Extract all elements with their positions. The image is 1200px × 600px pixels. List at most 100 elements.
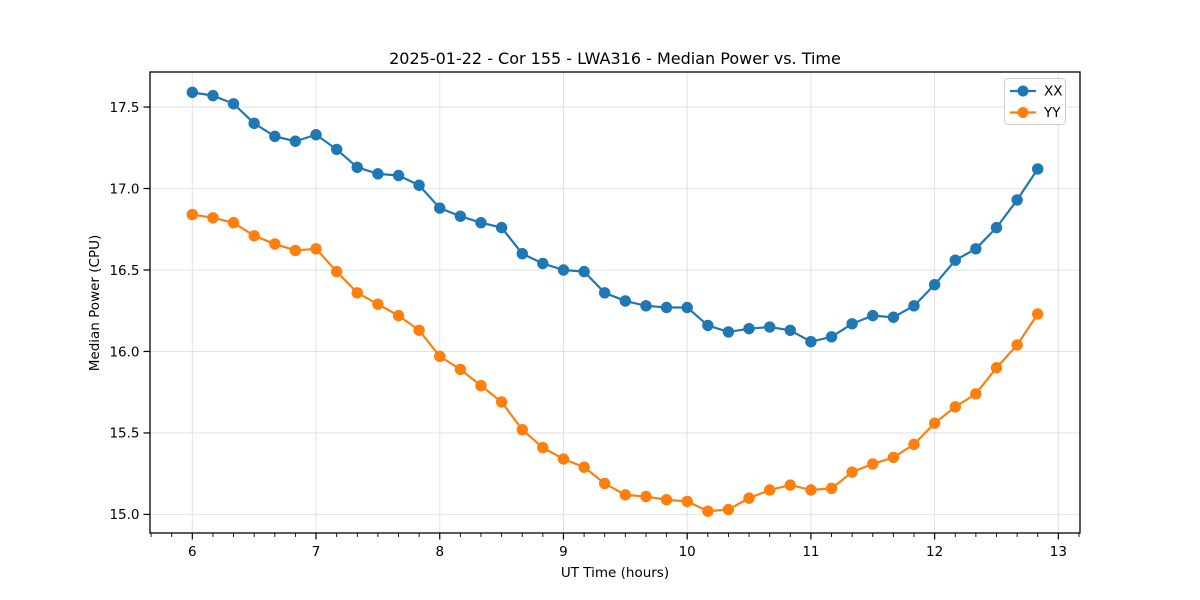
data-point-marker xyxy=(578,461,590,473)
data-point-marker xyxy=(392,169,405,182)
data-point-marker xyxy=(475,217,487,229)
data-point-marker xyxy=(330,143,343,156)
chart-title: 2025-01-22 - Cor 155 - LWA316 - Median P… xyxy=(389,49,841,68)
x-tick-label: 11 xyxy=(802,544,819,560)
data-point-marker xyxy=(537,441,549,454)
data-point-marker xyxy=(681,495,693,508)
data-point-marker xyxy=(434,202,446,214)
data-point-marker xyxy=(248,117,260,130)
x-axis-label: UT Time (hours) xyxy=(561,565,669,581)
data-point-marker xyxy=(516,423,528,436)
data-point-marker xyxy=(227,98,240,110)
data-point-marker xyxy=(887,451,900,464)
data-point-marker xyxy=(330,265,343,278)
legend-item-xx: XX xyxy=(1010,84,1063,100)
data-point-marker xyxy=(269,238,281,250)
legend: XX YY xyxy=(1004,78,1066,125)
axis-ticks xyxy=(143,106,1080,540)
data-point-marker xyxy=(351,161,363,174)
x-tick-label: 9 xyxy=(559,544,568,560)
x-tick-label: 7 xyxy=(312,544,321,560)
legend-marker-yy xyxy=(1017,107,1029,118)
data-point-marker xyxy=(805,484,817,496)
data-point-marker xyxy=(619,489,632,501)
data-point-marker xyxy=(598,477,611,490)
data-point-marker xyxy=(846,318,858,330)
plot-area-border xyxy=(149,71,1081,534)
data-point-marker xyxy=(681,301,693,314)
data-point-marker xyxy=(557,264,570,276)
data-series xyxy=(186,86,1044,517)
data-point-marker xyxy=(269,130,281,143)
data-point-marker xyxy=(805,335,817,348)
data-point-marker xyxy=(413,179,425,191)
data-point-marker xyxy=(495,221,508,234)
data-point-marker xyxy=(207,89,219,102)
data-point-marker xyxy=(743,492,755,504)
data-point-marker xyxy=(227,217,240,229)
data-point-marker xyxy=(990,362,1003,374)
data-point-marker xyxy=(949,254,961,266)
y-tick-label: 15.0 xyxy=(109,507,139,523)
data-point-marker xyxy=(640,300,652,312)
data-point-marker xyxy=(1031,163,1044,175)
data-point-marker xyxy=(702,319,714,332)
data-point-marker xyxy=(310,243,322,255)
data-point-marker xyxy=(537,257,549,270)
data-point-marker xyxy=(784,324,796,336)
data-point-marker xyxy=(207,212,219,224)
legend-marker-xx xyxy=(1017,85,1029,97)
data-point-marker xyxy=(598,287,611,299)
data-point-marker xyxy=(660,301,673,314)
y-axis-label: Median Power (CPU) xyxy=(87,235,103,371)
x-tick-label: 6 xyxy=(188,544,197,560)
data-point-marker xyxy=(516,247,528,260)
data-point-marker xyxy=(351,287,363,299)
data-point-marker xyxy=(949,401,961,413)
data-point-marker xyxy=(702,505,714,517)
data-point-marker xyxy=(392,309,405,322)
axis-tick-labels: 6 7 8 9 10 11 12 13 15.0 15.5 16.0 16.5 17.0 17.5 xyxy=(109,100,1067,560)
data-point-marker xyxy=(578,265,590,278)
y-tick-label: 15.5 xyxy=(109,426,139,442)
series-yy xyxy=(186,208,1044,517)
x-tick-label: 12 xyxy=(926,544,943,560)
data-point-marker xyxy=(660,494,673,506)
data-point-marker xyxy=(186,208,199,221)
data-point-marker xyxy=(372,168,384,180)
data-point-marker xyxy=(640,490,652,503)
data-point-marker xyxy=(722,326,735,338)
y-tick-label: 17.5 xyxy=(109,100,139,116)
data-point-marker xyxy=(825,482,838,495)
x-tick-label: 10 xyxy=(679,544,696,560)
data-point-marker xyxy=(1011,194,1023,206)
data-point-marker xyxy=(454,210,467,222)
data-point-marker xyxy=(310,129,322,141)
data-point-marker xyxy=(743,322,755,335)
data-point-marker xyxy=(413,324,425,336)
data-point-marker xyxy=(557,453,570,465)
data-point-marker xyxy=(970,243,982,255)
legend-label-yy: YY xyxy=(1043,105,1061,121)
y-tick-label: 16.5 xyxy=(109,263,139,279)
data-point-marker xyxy=(289,135,302,147)
data-point-marker xyxy=(928,417,941,429)
data-point-marker xyxy=(434,350,446,363)
data-point-marker xyxy=(764,321,776,333)
data-point-marker xyxy=(990,221,1003,234)
data-point-marker xyxy=(722,503,735,516)
data-point-marker xyxy=(928,278,941,291)
data-point-marker xyxy=(454,363,467,376)
series-xx xyxy=(186,86,1044,348)
data-point-marker xyxy=(248,230,260,242)
x-tick-label: 8 xyxy=(435,544,444,560)
data-point-marker xyxy=(867,309,879,322)
data-point-marker xyxy=(289,244,302,257)
legend-label-xx: XX xyxy=(1044,84,1063,100)
data-point-marker xyxy=(475,379,487,392)
data-point-marker xyxy=(825,331,838,343)
x-tick-label: 13 xyxy=(1050,544,1067,560)
